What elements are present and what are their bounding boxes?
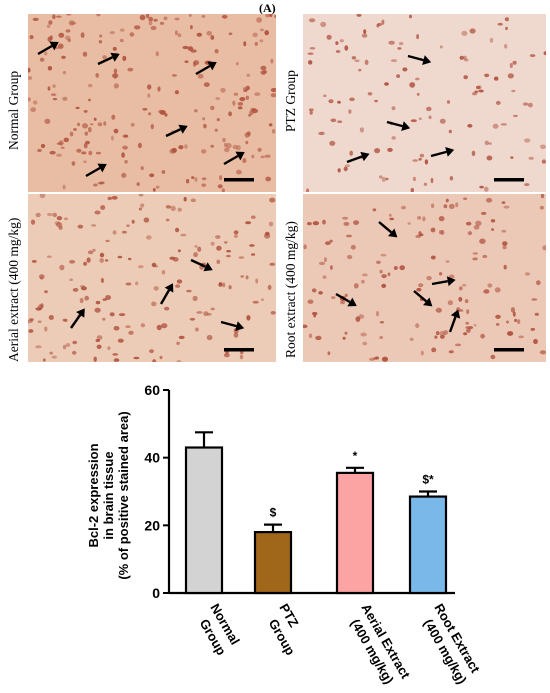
bar bbox=[253, 531, 293, 595]
micrograph-ptz-group bbox=[303, 14, 546, 192]
label-aerial-extract: Aerial extract (400 mg/kg) bbox=[6, 217, 21, 362]
scale-bar bbox=[494, 178, 524, 182]
arrow-marker bbox=[448, 309, 461, 333]
x-tick-label: Root Extract(400 mg/kg) bbox=[417, 601, 485, 686]
arrow-marker bbox=[407, 54, 432, 65]
arrow-marker bbox=[220, 320, 245, 331]
x-tick-label: Aerial Extract(400 mg/kg) bbox=[344, 601, 414, 688]
scale-bar bbox=[224, 178, 254, 182]
label-ptz-group: PTZ Group bbox=[283, 70, 298, 132]
label-normal-group: Normal Group bbox=[6, 70, 21, 150]
arrow-marker bbox=[159, 283, 174, 305]
bar bbox=[408, 495, 448, 595]
y-tick-label: 20 bbox=[144, 517, 160, 533]
y-tick-label: 60 bbox=[144, 382, 160, 398]
y-tick-label: 0 bbox=[152, 585, 160, 601]
arrow-marker bbox=[430, 147, 455, 158]
arrow-marker bbox=[195, 61, 217, 76]
x-tick-label: PTZGroup bbox=[262, 601, 313, 658]
arrow-marker bbox=[190, 258, 213, 272]
significance-label: * bbox=[353, 449, 358, 463]
micrograph-root-extract bbox=[303, 194, 546, 362]
arrow-marker bbox=[431, 276, 456, 287]
x-tick-label: NormalGroup bbox=[193, 601, 244, 658]
arrow-marker bbox=[70, 308, 85, 329]
arrow-marker bbox=[223, 151, 245, 166]
y-axis-label: Bcl-2 expressionin brain tissue(% of pos… bbox=[86, 411, 131, 579]
arrow-marker bbox=[378, 221, 398, 238]
arrow-marker bbox=[85, 163, 107, 178]
arrow-marker bbox=[37, 41, 59, 56]
bar bbox=[184, 446, 224, 595]
scale-bar bbox=[224, 348, 254, 352]
significance-label: $* bbox=[422, 473, 434, 487]
arrow-marker bbox=[386, 120, 411, 131]
y-tick-label: 40 bbox=[144, 450, 160, 466]
label-root-extract: Root extract (400 mg/kg) bbox=[283, 221, 298, 358]
micrograph-aerial-extract bbox=[28, 194, 276, 362]
arrow-marker bbox=[413, 290, 433, 307]
arrow-marker bbox=[165, 124, 188, 138]
bar bbox=[335, 471, 375, 595]
arrow-marker bbox=[97, 52, 120, 66]
panel-label: (A) bbox=[259, 1, 276, 15]
arrow-marker bbox=[335, 292, 357, 307]
micrograph-normal-group bbox=[28, 14, 276, 192]
significance-label: $ bbox=[270, 506, 277, 520]
bcl2-bar-chart: 0 20 40 60 Bcl-2 expressionin brain tissue(%… bbox=[80, 378, 550, 688]
scale-bar bbox=[494, 348, 524, 352]
arrow-marker bbox=[346, 151, 370, 164]
